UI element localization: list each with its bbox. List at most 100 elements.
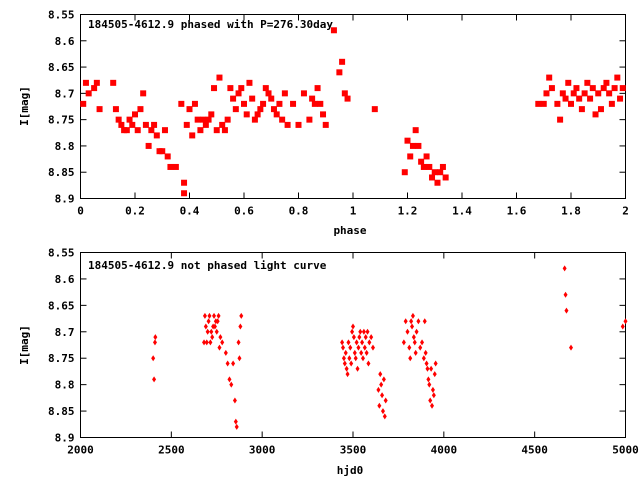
raw-data-point [360, 339, 365, 346]
raw-data-point [233, 418, 238, 425]
raw-data-point [357, 334, 362, 341]
phased-data-point [112, 106, 119, 113]
phased-data-point [546, 74, 553, 81]
raw-y-tick-label: 8.8 [55, 379, 75, 392]
phased-x-tick-label: 1.2 [398, 205, 418, 218]
raw-data-point [344, 365, 349, 372]
phased-x-tick-label: 0.2 [125, 205, 145, 218]
phased-data-point [191, 100, 198, 107]
raw-y-tick-label: 8.7 [55, 326, 75, 339]
phased-data-point [211, 85, 218, 92]
phased-data-point [584, 79, 591, 86]
phased-data-point [202, 121, 209, 128]
raw-data-point [227, 376, 232, 383]
phased-light-curve-panel: 8.558.68.658.78.758.88.858.9 0 0.2 0.4 0.6 0… [18, 9, 629, 238]
phased-data-point [224, 116, 231, 123]
raw-y-tick-label: 8.55 [48, 247, 75, 260]
phased-data-point [126, 116, 133, 123]
phased-data-point [330, 27, 337, 34]
raw-data-point [411, 334, 416, 341]
raw-y-tick-label: 8.75 [48, 352, 75, 365]
phased-data-point [557, 116, 564, 123]
phased-data-point [153, 132, 160, 139]
phased-x-tick-label: 1.6 [507, 205, 527, 218]
phased-data-point [548, 85, 555, 92]
phased-data-point [429, 174, 436, 181]
raw-plot-frame [80, 252, 626, 438]
raw-y-tick-label: 8.9 [55, 432, 75, 445]
raw-data-point [562, 265, 567, 272]
phased-data-point [568, 100, 574, 107]
raw-data-point [225, 360, 230, 367]
raw-data-point [217, 344, 222, 351]
raw-data-point [239, 312, 244, 319]
raw-data-point [340, 339, 345, 346]
raw-data-point [349, 360, 354, 367]
phased-data-point [145, 142, 152, 149]
raw-data-point [569, 344, 573, 351]
phased-data-point [295, 121, 302, 128]
phased-data-point [570, 90, 577, 97]
phased-data-point [336, 69, 343, 76]
raw-y-tick-label: 8.85 [48, 405, 75, 418]
phased-data-point [232, 106, 239, 113]
raw-data-point [379, 381, 384, 388]
raw-data-point [343, 349, 348, 356]
phased-y-axis: 8.55 8.6 8.65 8.7 8.75 8.8 8.85 8.9 [48, 9, 626, 206]
raw-data-point [412, 339, 417, 346]
phased-y-tick-label: 8.75 [48, 114, 75, 127]
raw-data-point [350, 328, 355, 335]
raw-data-point [426, 376, 431, 383]
raw-y-axis: 8.55 8.6 8.65 8.7 8.75 8.8 8.85 8.9 [48, 247, 626, 445]
raw-data-point [564, 307, 569, 314]
phased-data-point [543, 90, 550, 97]
raw-data-point [416, 318, 421, 325]
phased-data-point [216, 74, 223, 81]
raw-data-point [346, 339, 351, 346]
raw-data-point [204, 339, 209, 346]
phased-x-tick-label: 1.4 [452, 205, 472, 218]
phased-y-tick-label: 8.55 [48, 9, 75, 22]
phased-data-point [189, 132, 196, 139]
raw-data-point [376, 386, 381, 393]
phased-data-point [276, 100, 283, 107]
phased-data-point [573, 85, 580, 92]
raw-data-point [430, 386, 435, 393]
phased-data-point [344, 95, 351, 102]
phased-data-point [268, 95, 275, 102]
phased-data-point [281, 90, 288, 97]
raw-data-point [351, 323, 355, 330]
phased-x-tick-label: 1.8 [561, 205, 581, 218]
phased-data-point [578, 106, 585, 113]
phased-data-point [426, 163, 433, 170]
raw-data-point [366, 360, 371, 367]
phased-data-point [608, 100, 615, 107]
phased-data-point [134, 127, 141, 134]
phased-data-point [309, 95, 316, 102]
raw-data-point [383, 397, 388, 404]
raw-data-point [403, 318, 408, 325]
raw-data-point [203, 323, 208, 330]
phased-data-point [540, 100, 547, 107]
phased-data-point [161, 127, 168, 134]
phased-data-point [221, 127, 228, 134]
phased-data-point [183, 121, 190, 128]
phased-data-point [320, 111, 327, 118]
phased-x-tick-label: 0.4 [180, 205, 200, 218]
phased-data-point [409, 142, 416, 149]
raw-data-point [623, 318, 628, 325]
phased-data-point [587, 95, 594, 102]
phased-data-point [314, 85, 321, 92]
phased-x-tick-label: 0 [77, 205, 84, 218]
phased-data-point [589, 85, 596, 92]
phased-data-point [151, 121, 158, 128]
phased-data-point [82, 79, 89, 86]
raw-data-point [428, 397, 433, 404]
phased-data-point [434, 179, 441, 186]
raw-data-point [355, 365, 360, 372]
phased-data-point [197, 127, 204, 134]
raw-x-tick-label: 2500 [158, 444, 185, 457]
raw-data-point [413, 349, 418, 356]
raw-data-point [345, 371, 350, 378]
